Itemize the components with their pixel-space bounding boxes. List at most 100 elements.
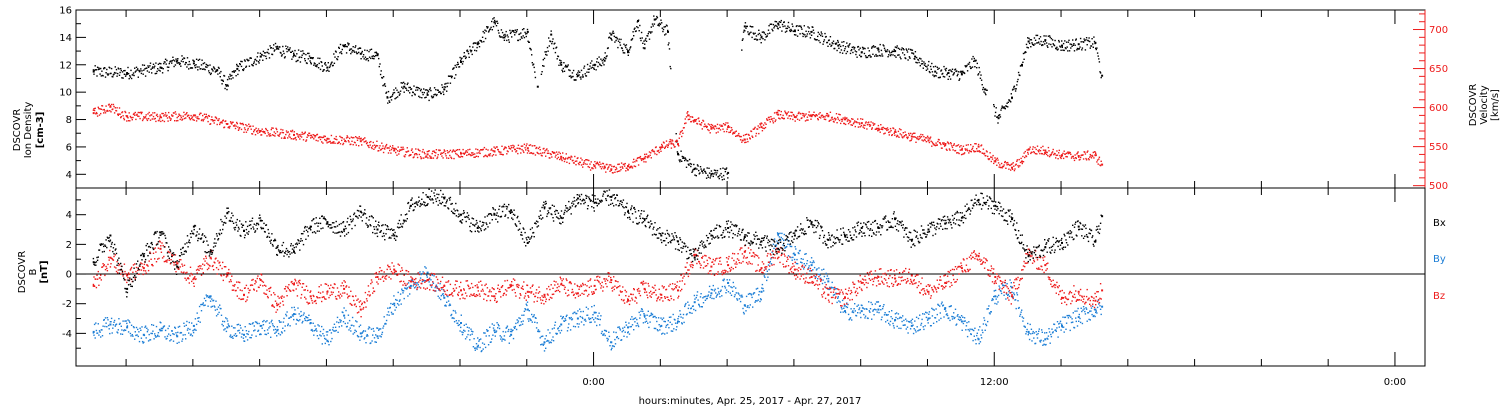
by-sample-257 <box>248 323 251 325</box>
density-sample-357 <box>309 60 311 62</box>
velocity-sample-333 <box>294 136 297 139</box>
density-sample-875 <box>623 52 626 54</box>
by-point-12 <box>293 313 295 316</box>
density-sample-848 <box>607 47 609 49</box>
velocity-tick-label-1: 550 <box>1429 142 1448 153</box>
velocity-sample-1273 <box>865 121 867 123</box>
velocity-sample-1107 <box>764 126 767 129</box>
velocity-sample-689 <box>511 146 513 149</box>
by-sample-124 <box>168 333 170 335</box>
density-sample-391 <box>330 63 332 66</box>
velocity-sample-230 <box>232 121 234 123</box>
by-sample-908 <box>644 316 646 318</box>
by-sample-1200 <box>821 269 823 271</box>
density-point-36 <box>667 30 669 33</box>
velocity-sample-625 <box>472 152 474 154</box>
velocity-sample-408 <box>340 136 342 139</box>
density-sample-25 <box>107 73 110 75</box>
density-sample-682 <box>506 34 509 36</box>
velocity-sample-1396 <box>940 143 942 146</box>
velocity-sample-1119 <box>772 120 774 122</box>
density-sample-196 <box>211 68 214 71</box>
by-sample-503 <box>398 304 400 306</box>
by-sample-139 <box>177 331 179 334</box>
velocity-sample-561 <box>433 150 435 152</box>
by-sample-708 <box>522 320 524 322</box>
by-sample-1453 <box>974 339 977 341</box>
density-sample-548 <box>425 96 427 98</box>
by-sample-84 <box>143 334 146 337</box>
density-sample-1565 <box>1042 41 1045 43</box>
density-sample-387 <box>327 62 329 64</box>
velocity-point-19 <box>627 165 629 168</box>
by-sample-1197 <box>819 274 821 276</box>
velocity-sample-902 <box>640 158 642 160</box>
velocity-sample-1053 <box>732 133 734 135</box>
velocity-sample-1461 <box>979 151 982 153</box>
by-sample-1299 <box>881 316 883 318</box>
by-sample-407 <box>339 321 342 323</box>
velocity-sample-147 <box>181 118 184 120</box>
density-sample-1278 <box>868 50 870 52</box>
density-sample-891 <box>633 28 635 30</box>
density-sample-1077 <box>746 25 748 28</box>
velocity-sample-589 <box>450 156 452 158</box>
by-sample-349 <box>304 319 306 322</box>
by-sample-314 <box>283 317 285 320</box>
density-sample-1458 <box>977 73 980 75</box>
by-sample-1381 <box>931 307 933 310</box>
by-sample-106 <box>157 334 159 336</box>
density-sample-530 <box>414 94 416 96</box>
density-sample-1217 <box>831 42 833 44</box>
velocity-sample-1357 <box>916 138 918 140</box>
density-sample-857 <box>613 32 615 34</box>
density-sample-1223 <box>835 43 837 45</box>
by-point-23 <box>476 345 479 348</box>
density-sample-1006 <box>703 168 705 170</box>
density-sample-1567 <box>1044 43 1046 45</box>
density-sample-817 <box>588 68 591 70</box>
velocity-sample-779 <box>565 153 567 155</box>
velocity-sample-424 <box>350 143 352 145</box>
density-sample-774 <box>562 67 564 70</box>
velocity-sample-114 <box>161 119 164 122</box>
by-sample-933 <box>659 329 661 331</box>
by-sample-1396 <box>940 317 942 320</box>
velocity-sample-691 <box>512 144 514 147</box>
velocity-sample-885 <box>630 166 632 169</box>
density-sample-1586 <box>1055 48 1057 50</box>
velocity-sample-616 <box>466 151 469 153</box>
velocity-sample-270 <box>256 130 258 132</box>
density-sample-1022 <box>713 173 715 175</box>
density-point-6 <box>226 84 229 87</box>
velocity-sample-74 <box>137 111 139 114</box>
density-sample-322 <box>288 50 290 52</box>
by-sample-482 <box>385 323 387 325</box>
density-sample-1410 <box>948 75 951 78</box>
by-sample-1459 <box>978 342 980 345</box>
by-sample-1310 <box>888 322 890 325</box>
velocity-sample-1224 <box>835 113 838 115</box>
by-sample-1431 <box>961 329 963 331</box>
velocity-sample-267 <box>254 134 257 136</box>
velocity-sample-1098 <box>759 123 761 125</box>
by-sample-1342 <box>907 332 909 334</box>
density-sample-1642 <box>1089 47 1091 49</box>
density-sample-1265 <box>860 55 863 58</box>
by-sample-886 <box>630 325 632 328</box>
density-sample-1032 <box>719 174 721 177</box>
velocity-sample-1654 <box>1096 159 1099 161</box>
by-sample-887 <box>631 316 633 318</box>
density-sample-634 <box>477 41 479 43</box>
by-sample-1306 <box>885 313 887 316</box>
by-sample-948 <box>668 327 670 329</box>
by-sample-192 <box>209 297 211 299</box>
density-sample-189 <box>207 64 209 67</box>
density-sample-415 <box>344 44 346 46</box>
by-sample-917 <box>649 321 651 323</box>
by-sample-447 <box>364 337 366 339</box>
density-sample-270 <box>256 56 258 58</box>
by-sample-897 <box>637 324 639 326</box>
velocity-sample-436 <box>357 137 359 140</box>
by-sample-1452 <box>974 327 976 329</box>
